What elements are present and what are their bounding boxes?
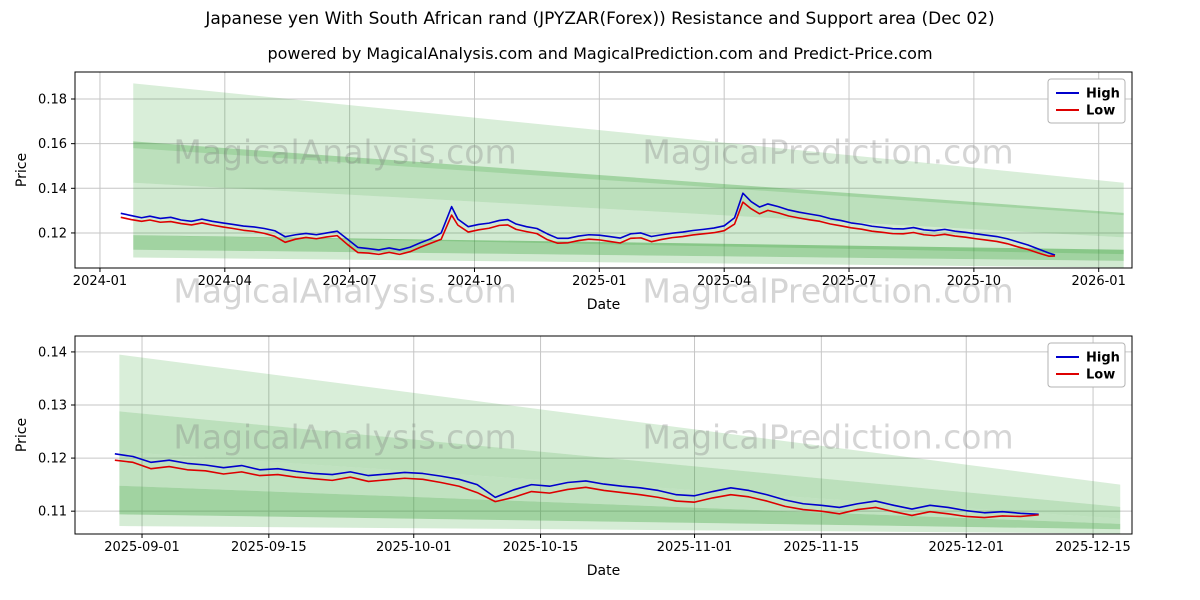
chart-1: 2025-09-01 2025-09-15 2025-10-01 2025-10-15… — [14, 335, 1133, 579]
chart-0: 2024-01 2024-04 2024-07 2024-10 2025-01 2025-… — [14, 71, 1133, 313]
x-tick-label: 2025-07 — [822, 274, 876, 289]
support-resistance-band — [133, 182, 1124, 255]
x-tick-label: 2025-12-15 — [1055, 540, 1131, 555]
x-tick-label: 2024-01 — [73, 274, 127, 289]
chart-title: Japanese yen With South African rand (JP… — [205, 9, 995, 29]
y-axis-label: Price — [14, 153, 30, 187]
x-tick-label: 2025-10 — [947, 274, 1001, 289]
y-tick-label: 0.11 — [38, 505, 67, 520]
y-tick-label: 0.18 — [38, 93, 67, 108]
x-tick-label: 2025-09-15 — [231, 540, 307, 555]
plot-frame — [74, 335, 1133, 535]
y-tick-label: 0.12 — [38, 226, 67, 241]
x-tick-label: 2024-10 — [447, 274, 501, 289]
high-line — [120, 192, 1056, 256]
y-tick-label: 0.12 — [38, 452, 67, 467]
x-axis-label: Date — [587, 563, 620, 579]
legend-label-high: High — [1086, 87, 1120, 102]
legend-box — [1047, 78, 1126, 124]
high-line — [114, 453, 1039, 516]
support-resistance-band — [119, 514, 1121, 534]
support-resistance-band — [133, 83, 1124, 216]
y-axis-label: Price — [14, 418, 30, 452]
x-tick-label: 2025-11-15 — [784, 540, 860, 555]
y-tick-label: 0.14 — [38, 345, 67, 360]
x-tick-label: 2025-11-01 — [657, 540, 733, 555]
x-tick-label: 2025-12-01 — [928, 540, 1004, 555]
legend-label-low: Low — [1086, 368, 1115, 383]
support-resistance-band — [119, 411, 1121, 519]
x-tick-label: 2025-09-01 — [104, 540, 180, 555]
x-tick-label: 2025-10-01 — [376, 540, 452, 555]
legend-box — [1047, 342, 1126, 388]
x-tick-label: 2026-01 — [1072, 274, 1126, 289]
y-tick-label: 0.14 — [38, 182, 67, 197]
low-line — [120, 201, 1056, 257]
x-tick-label: 2025-01 — [572, 274, 626, 289]
low-line — [114, 459, 1039, 519]
legend-label-low: Low — [1086, 104, 1115, 119]
support-resistance-band — [119, 354, 1121, 507]
x-tick-label: 2025-04 — [697, 274, 751, 289]
support-resistance-band — [133, 235, 1124, 261]
x-tick-label: 2024-04 — [198, 274, 252, 289]
y-tick-label: 0.16 — [38, 137, 67, 152]
support-resistance-band — [119, 451, 1121, 524]
support-resistance-band — [133, 141, 1124, 238]
x-tick-label: 2024-07 — [322, 274, 376, 289]
chart-subtitle: powered by MagicalAnalysis.com and Magic… — [267, 44, 933, 63]
y-tick-label: 0.13 — [38, 399, 67, 414]
x-tick-label: 2025-10-15 — [503, 540, 579, 555]
plot-frame — [74, 71, 1133, 269]
support-resistance-band — [119, 485, 1121, 530]
x-axis-label: Date — [587, 297, 620, 313]
legend-label-high: High — [1086, 351, 1120, 366]
